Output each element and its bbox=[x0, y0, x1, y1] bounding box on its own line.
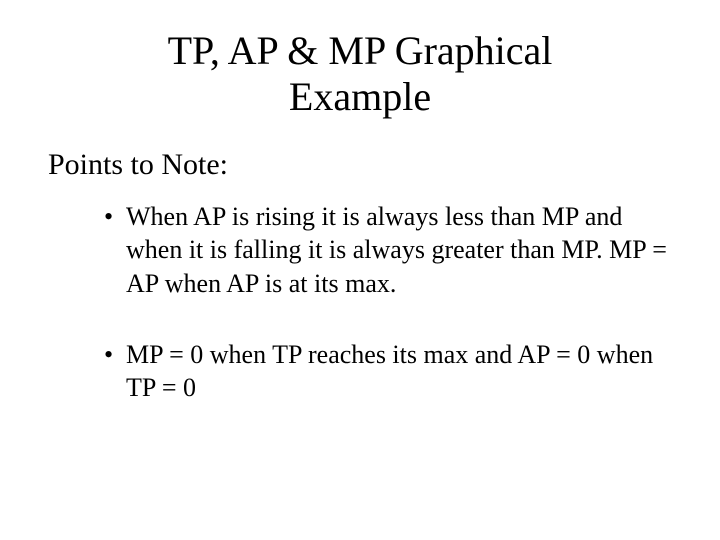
subheading: Points to Note: bbox=[48, 148, 672, 182]
slide: TP, AP & MP Graphical Example Points to … bbox=[0, 0, 720, 540]
list-item: MP = 0 when TP reaches its max and AP = … bbox=[104, 338, 672, 405]
slide-title: TP, AP & MP Graphical Example bbox=[48, 28, 672, 120]
title-line-2: Example bbox=[289, 74, 431, 119]
title-line-1: TP, AP & MP Graphical bbox=[168, 28, 553, 73]
bullet-text: When AP is rising it is always less than… bbox=[126, 202, 667, 298]
bullet-text: MP = 0 when TP reaches its max and AP = … bbox=[126, 340, 653, 402]
list-item: When AP is rising it is always less than… bbox=[104, 200, 672, 300]
bullet-list: When AP is rising it is always less than… bbox=[48, 200, 672, 404]
